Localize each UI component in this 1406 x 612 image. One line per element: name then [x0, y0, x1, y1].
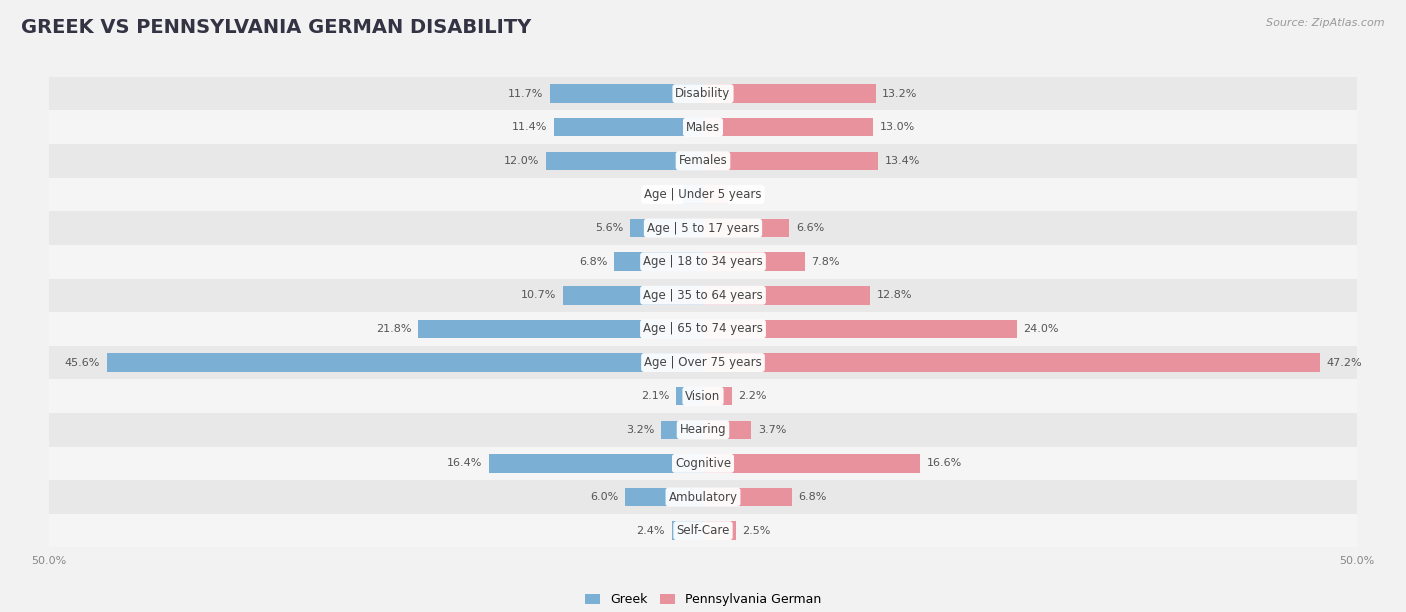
Text: 13.4%: 13.4%	[884, 156, 920, 166]
Text: 3.7%: 3.7%	[758, 425, 786, 435]
Bar	[703, 185, 728, 204]
Text: Vision: Vision	[685, 390, 721, 403]
Text: 21.8%: 21.8%	[375, 324, 412, 334]
Bar	[661, 420, 703, 439]
Text: Age | Under 5 years: Age | Under 5 years	[644, 188, 762, 201]
Text: 3.2%: 3.2%	[626, 425, 655, 435]
Bar	[703, 488, 792, 506]
Text: Males: Males	[686, 121, 720, 134]
Text: 2.5%: 2.5%	[742, 526, 770, 536]
Bar	[49, 278, 1357, 312]
Bar	[49, 413, 1357, 447]
Text: 12.0%: 12.0%	[505, 156, 540, 166]
Text: 2.1%: 2.1%	[641, 391, 669, 401]
Bar	[49, 514, 1357, 548]
Bar	[550, 84, 703, 103]
Text: Age | 35 to 64 years: Age | 35 to 64 years	[643, 289, 763, 302]
Bar	[49, 312, 1357, 346]
Text: 6.0%: 6.0%	[589, 492, 619, 502]
Text: Source: ZipAtlas.com: Source: ZipAtlas.com	[1267, 18, 1385, 28]
Bar	[675, 387, 703, 405]
Text: Hearing: Hearing	[679, 424, 727, 436]
Bar	[624, 488, 703, 506]
Bar	[703, 521, 735, 540]
Text: Age | 18 to 34 years: Age | 18 to 34 years	[643, 255, 763, 268]
Bar	[703, 454, 920, 472]
Bar	[49, 379, 1357, 413]
Text: 2.2%: 2.2%	[738, 391, 766, 401]
Text: 13.0%: 13.0%	[880, 122, 915, 132]
Bar	[614, 253, 703, 271]
Bar	[630, 219, 703, 237]
Bar	[703, 253, 806, 271]
Text: 11.7%: 11.7%	[508, 89, 544, 99]
Bar	[49, 211, 1357, 245]
Text: 47.2%: 47.2%	[1327, 357, 1362, 368]
Text: 5.6%: 5.6%	[595, 223, 623, 233]
Text: 6.8%: 6.8%	[579, 256, 607, 267]
Text: 12.8%: 12.8%	[877, 290, 912, 300]
Text: 16.4%: 16.4%	[447, 458, 482, 468]
Bar	[703, 84, 876, 103]
Bar	[554, 118, 703, 136]
Bar	[107, 353, 703, 372]
Text: Age | Over 75 years: Age | Over 75 years	[644, 356, 762, 369]
Bar	[49, 144, 1357, 177]
Bar	[49, 245, 1357, 278]
Bar	[49, 346, 1357, 379]
Bar	[546, 152, 703, 170]
Text: 24.0%: 24.0%	[1024, 324, 1059, 334]
Bar	[49, 177, 1357, 211]
Text: 7.8%: 7.8%	[811, 256, 839, 267]
Bar	[683, 185, 703, 204]
Text: Cognitive: Cognitive	[675, 457, 731, 470]
Text: Age | 5 to 17 years: Age | 5 to 17 years	[647, 222, 759, 234]
Bar	[49, 447, 1357, 480]
Text: Ambulatory: Ambulatory	[668, 490, 738, 504]
Text: 13.2%: 13.2%	[882, 89, 918, 99]
Bar	[418, 319, 703, 338]
Text: 10.7%: 10.7%	[522, 290, 557, 300]
Bar	[703, 420, 751, 439]
Text: Age | 65 to 74 years: Age | 65 to 74 years	[643, 323, 763, 335]
Text: 1.5%: 1.5%	[648, 190, 676, 200]
Text: 2.4%: 2.4%	[637, 526, 665, 536]
Bar	[49, 480, 1357, 514]
Text: 1.9%: 1.9%	[734, 190, 763, 200]
Bar	[703, 118, 873, 136]
Bar	[703, 152, 879, 170]
Text: GREEK VS PENNSYLVANIA GERMAN DISABILITY: GREEK VS PENNSYLVANIA GERMAN DISABILITY	[21, 18, 531, 37]
Bar	[488, 454, 703, 472]
Bar	[562, 286, 703, 305]
Text: 6.6%: 6.6%	[796, 223, 824, 233]
Legend: Greek, Pennsylvania German: Greek, Pennsylvania German	[579, 588, 827, 611]
Bar	[703, 353, 1320, 372]
Bar	[49, 110, 1357, 144]
Text: Self-Care: Self-Care	[676, 524, 730, 537]
Text: 6.8%: 6.8%	[799, 492, 827, 502]
Bar	[703, 387, 731, 405]
Text: 45.6%: 45.6%	[65, 357, 100, 368]
Bar	[703, 319, 1017, 338]
Text: Females: Females	[679, 154, 727, 167]
Text: 16.6%: 16.6%	[927, 458, 962, 468]
Bar	[703, 286, 870, 305]
Bar	[672, 521, 703, 540]
Text: 11.4%: 11.4%	[512, 122, 547, 132]
Bar	[49, 76, 1357, 110]
Bar	[703, 219, 789, 237]
Text: Disability: Disability	[675, 87, 731, 100]
